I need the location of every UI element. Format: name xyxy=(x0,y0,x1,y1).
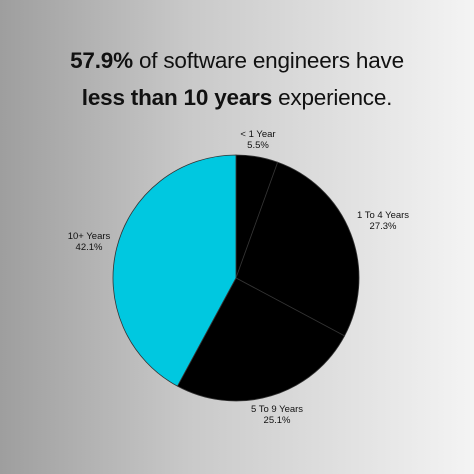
pie-slice-5-to-9-years xyxy=(176,277,346,402)
slice-value-label: 5.5% xyxy=(247,140,269,151)
slice-value-label: 42.1% xyxy=(76,242,103,253)
slice-label: < 1 Year xyxy=(240,129,275,140)
chart-title-line-1: 57.9% of software engineers have xyxy=(0,46,474,76)
slice-label: 5 To 9 Years xyxy=(251,404,303,415)
chart-title-line-2: less than 10 years experience. xyxy=(0,83,474,113)
pie-slice-1-to-4-years xyxy=(235,161,360,337)
pie-slice-10-years xyxy=(112,154,237,387)
headline-bold-phrase: less than 10 years xyxy=(81,85,273,110)
pie-slices xyxy=(112,154,360,402)
headline-bold-percent: 57.9% xyxy=(70,48,133,73)
slice-value-label: 25.1% xyxy=(264,415,291,426)
slice-label: 1 To 4 Years xyxy=(357,210,409,221)
slice-value-label: 27.3% xyxy=(370,221,397,232)
headline-text-2: experience. xyxy=(272,85,393,110)
slice-label: 10+ Years xyxy=(68,231,111,242)
headline-text-1: of software engineers have xyxy=(132,48,404,73)
